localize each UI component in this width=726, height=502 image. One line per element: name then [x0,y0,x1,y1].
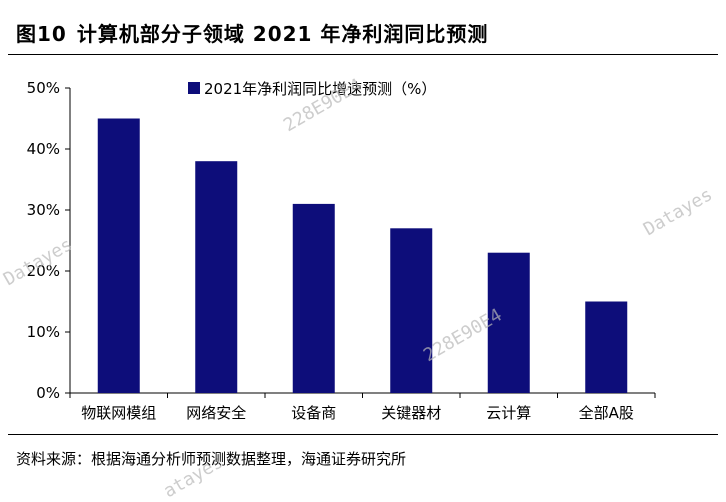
y-tick-label: 50% [27,79,60,97]
y-tick-label: 0% [36,384,60,402]
y-tick-label: 10% [27,323,60,341]
source-note: 资料来源：根据海通分析师预测数据整理，海通证券研究所 [16,450,407,468]
legend-swatch [188,82,200,94]
y-tick-label: 30% [27,201,60,219]
x-tick-label: 云计算 [486,404,531,422]
source-rule [8,434,718,435]
y-tick-label: 20% [27,262,60,280]
y-tick-label: 40% [27,140,60,158]
figure-title: 图10 计算机部分子领域 2021 年净利润同比预测 [16,18,488,47]
chart-axes [69,88,655,394]
figure-title-text: 计算机部分子领域 2021 年净利润同比预测 [76,22,489,46]
x-tick-label: 物联网模组 [81,404,156,422]
bar [390,228,433,393]
chart-ticks: 0% 10% 20% 30% 40% 50% 物联网模组 网络安全 设备商 关键器材 云计算 全部A股 [27,79,656,422]
bar [585,301,628,393]
bar [97,118,140,393]
x-tick-label: 全部A股 [579,404,634,422]
x-tick-label: 网络安全 [186,404,246,422]
x-tick-label: 关键器材 [381,404,441,422]
chart-legend: 2021年净利润同比增速预测（%） [188,80,436,98]
title-rule [8,54,718,55]
chart-bars [97,118,628,393]
bar [487,252,530,393]
legend-label: 2021年净利润同比增速预测（%） [204,80,436,98]
bar [195,161,238,393]
bar [292,203,335,393]
bar-chart: 0% 10% 20% 30% 40% 50% 物联网模组 网络安全 设备商 关键器材 云计算 全部A股… [27,79,656,422]
figure-number: 图10 [16,22,67,46]
x-tick-label: 设备商 [291,404,336,422]
